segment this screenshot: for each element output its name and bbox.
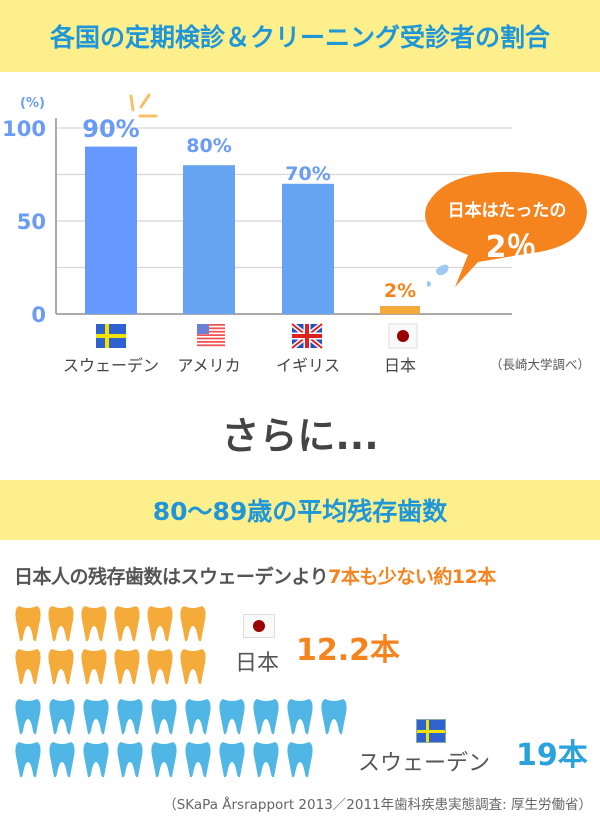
tooth-icon (180, 604, 206, 642)
bar-2 (282, 183, 334, 314)
category-label: 日本 (384, 356, 416, 375)
chart-title: 各国の定期検診＆クリーニング受診者の割合 (49, 23, 550, 52)
teeth-value-sweden: 19本 (516, 738, 588, 773)
teeth-country-japan: 日本 (235, 651, 280, 676)
tooth-icon (151, 740, 177, 778)
y-tick-label: 100 (2, 117, 46, 141)
tooth-icon (287, 740, 313, 778)
tooth-icon (287, 697, 313, 735)
uk-flag (290, 322, 324, 350)
tooth-icon (49, 740, 75, 778)
tooth-icon (48, 647, 74, 685)
tooth-icon (185, 697, 211, 735)
sweat-drop-icon (427, 264, 449, 287)
tooth-icon (253, 697, 279, 735)
chart-source: （長崎大学調べ） (490, 357, 590, 372)
sweden-flag (416, 719, 446, 743)
bar-value-label: 70% (285, 163, 330, 185)
callout-line1: 日本はたったの (448, 200, 567, 221)
tooth-icon (114, 604, 140, 642)
tooth-icon (180, 647, 206, 685)
bar-value-label: 90% (82, 115, 139, 143)
callout-bubble (425, 171, 587, 287)
tooth-icon (15, 697, 41, 735)
tooth-icon (219, 697, 245, 735)
section2-banner: 80〜89歳の平均残存歯数 (0, 480, 600, 540)
bar-0 (85, 146, 137, 314)
bar-1 (183, 165, 235, 314)
teeth-country-sweden: スウェーデン (358, 751, 491, 776)
tooth-icon (48, 604, 74, 642)
comparison-text: 日本人の残存歯数はスウェーデンより7本も少ない約12本 (14, 562, 496, 589)
y-tick-label: 0 (31, 303, 46, 327)
footer-source: （SKaPa Årsrapport 2013／2011年歯科疾患実態調査: 厚生… (163, 797, 592, 813)
tooth-icon (83, 697, 109, 735)
comparison-highlight: 7本も少ない約12本 (328, 566, 496, 588)
tooth-icon (15, 740, 41, 778)
tooth-icon (81, 604, 107, 642)
sweden-flag (96, 324, 126, 348)
category-label: アメリカ (177, 356, 240, 375)
japan-flag (388, 323, 418, 349)
tooth-icon (117, 740, 143, 778)
tooth-icon (321, 697, 347, 735)
y-axis-label: (%) (20, 96, 45, 111)
japan-flag (243, 614, 275, 638)
bar-value-label: 80% (186, 135, 231, 157)
comparison-prefix: 日本人の残存歯数はスウェーデンより (14, 566, 329, 588)
tooth-icon (114, 647, 140, 685)
usa-flag (197, 324, 225, 347)
sarani-text: さらに... (221, 414, 379, 458)
tooth-icon (15, 604, 41, 642)
category-label: イギリス (276, 356, 340, 375)
category-label: スウェーデン (63, 356, 159, 375)
tooth-icon (151, 697, 177, 735)
tooth-icon (83, 740, 109, 778)
tooth-icon (147, 604, 173, 642)
section2-title: 80〜89歳の平均残存歯数 (152, 497, 448, 526)
tooth-icon (81, 647, 107, 685)
bar-chart: (%) 0 50 100 90% スウェーデン 80% アメリカ 70% イギリス 2% 日本 （長崎大… (2, 93, 590, 375)
tooth-icon (117, 697, 143, 735)
y-tick-label: 50 (17, 210, 46, 234)
callout-line2: 2％ (486, 230, 537, 265)
tooth-icon (219, 740, 245, 778)
sparkle-icon (129, 93, 158, 118)
tooth-icon (185, 740, 211, 778)
teeth-value-japan: 12.2本 (296, 633, 401, 668)
tooth-icon (15, 647, 41, 685)
bar-value-label: 2% (384, 280, 416, 302)
bar-3 (380, 306, 420, 314)
tooth-icon (253, 740, 279, 778)
tooth-icon (49, 697, 75, 735)
tooth-icon (147, 647, 173, 685)
title-banner: 各国の定期検診＆クリーニング受診者の割合 (0, 0, 600, 72)
